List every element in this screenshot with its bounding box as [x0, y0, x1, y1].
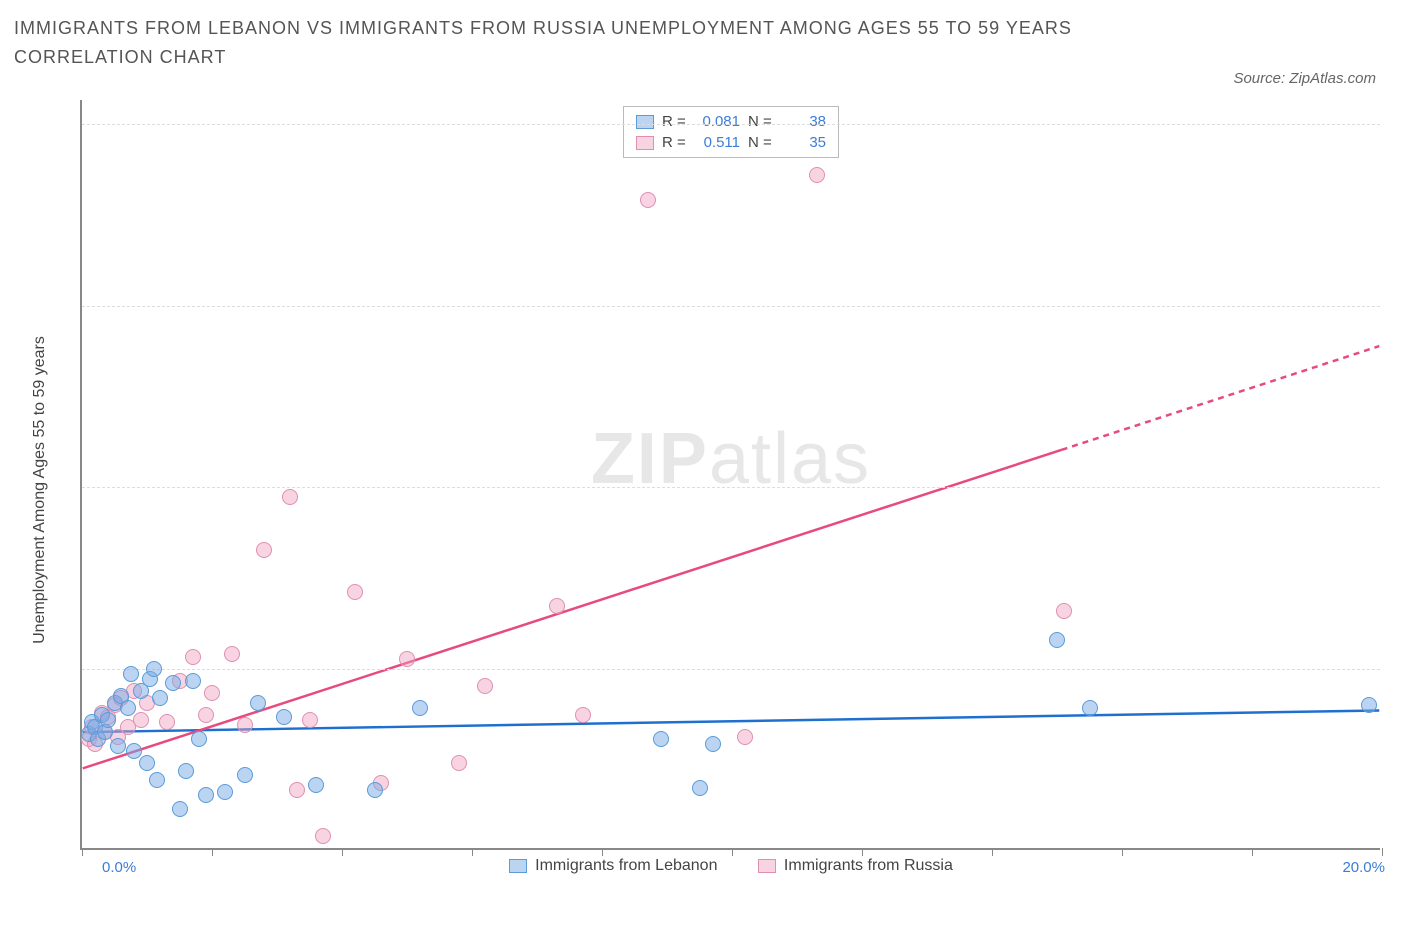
gridline-h [82, 124, 1380, 125]
series-1-marker [1082, 700, 1098, 716]
r-label-2: R = [662, 134, 688, 151]
gridline-h [82, 306, 1380, 307]
r-value-1: 0.081 [696, 113, 740, 130]
series-2-marker [575, 707, 591, 723]
n-label-1: N = [748, 113, 774, 130]
x-tick [82, 848, 83, 856]
trend-lines-svg [82, 100, 1380, 848]
trend-line [1062, 346, 1380, 450]
series-1-marker [146, 661, 162, 677]
series-2-marker [737, 729, 753, 745]
series-2-marker [315, 828, 331, 844]
n-label-2: N = [748, 134, 774, 151]
gridline-h [82, 669, 1380, 670]
chart-area: Unemployment Among Ages 55 to 59 years Z… [50, 100, 1390, 880]
swatch-series-1-bottom [509, 859, 527, 873]
swatch-series-2-bottom [758, 859, 776, 873]
series-2-marker [204, 685, 220, 701]
series-1-marker [705, 736, 721, 752]
series-2-marker [302, 712, 318, 728]
series-2-marker [185, 649, 201, 665]
series-1-marker [308, 777, 324, 793]
series-1-marker [367, 782, 383, 798]
x-tick [1382, 848, 1383, 856]
series-1-marker [1049, 632, 1065, 648]
y-tick-label: 30.0% [1390, 116, 1406, 133]
y-tick-label: 7.5% [1390, 660, 1406, 677]
series-1-marker [165, 675, 181, 691]
stats-row-2: R = 0.511 N = 35 [636, 132, 826, 153]
series-1-marker [123, 666, 139, 682]
series-1-marker [152, 690, 168, 706]
series-1-marker [178, 763, 194, 779]
series-2-marker [282, 489, 298, 505]
series-1-marker [653, 731, 669, 747]
bottom-legend: Immigrants from Lebanon Immigrants from … [82, 857, 1380, 878]
n-value-2: 35 [782, 134, 826, 151]
series-1-marker [1361, 697, 1377, 713]
series-1-marker [100, 712, 116, 728]
bottom-legend-item-2: Immigrants from Russia [758, 857, 953, 875]
series-1-marker [120, 700, 136, 716]
series-2-marker [640, 192, 656, 208]
series-2-marker [477, 678, 493, 694]
x-tick [992, 848, 993, 856]
x-tick [862, 848, 863, 856]
series-1-marker [692, 780, 708, 796]
x-tick [212, 848, 213, 856]
x-tick [602, 848, 603, 856]
series-1-marker [139, 755, 155, 771]
y-axis-label: Unemployment Among Ages 55 to 59 years [31, 336, 49, 644]
series-1-marker [276, 709, 292, 725]
series-2-marker [237, 717, 253, 733]
series-1-marker [412, 700, 428, 716]
series-2-marker [159, 714, 175, 730]
bottom-legend-item-1: Immigrants from Lebanon [509, 857, 717, 875]
series-2-marker [198, 707, 214, 723]
series-1-marker [217, 784, 233, 800]
swatch-series-1 [636, 115, 654, 129]
chart-title: IMMIGRANTS FROM LEBANON VS IMMIGRANTS FR… [14, 14, 1134, 72]
r-value-2: 0.511 [696, 134, 740, 151]
x-tick [472, 848, 473, 856]
series-2-marker [133, 712, 149, 728]
x-tick [732, 848, 733, 856]
series-2-marker [451, 755, 467, 771]
series-1-marker [198, 787, 214, 803]
plot-region: ZIPatlas R = 0.081 N = 38 R = 0.511 N = … [80, 100, 1380, 850]
swatch-series-2 [636, 136, 654, 150]
source-attribution: Source: ZipAtlas.com [1233, 70, 1376, 87]
n-value-1: 38 [782, 113, 826, 130]
series-2-marker [1056, 603, 1072, 619]
series-2-name: Immigrants from Russia [784, 857, 953, 875]
x-tick [342, 848, 343, 856]
y-tick-label: 22.5% [1390, 297, 1406, 314]
series-2-marker [809, 167, 825, 183]
series-1-marker [237, 767, 253, 783]
series-2-marker [399, 651, 415, 667]
trend-line [83, 450, 1062, 769]
series-1-marker [185, 673, 201, 689]
series-2-marker [256, 542, 272, 558]
x-tick [1252, 848, 1253, 856]
chart-container: IMMIGRANTS FROM LEBANON VS IMMIGRANTS FR… [0, 0, 1406, 930]
r-label-1: R = [662, 113, 688, 130]
series-1-marker [110, 738, 126, 754]
series-1-marker [191, 731, 207, 747]
series-2-marker [289, 782, 305, 798]
series-1-name: Immigrants from Lebanon [535, 857, 717, 875]
gridline-h [82, 487, 1380, 488]
series-2-marker [549, 598, 565, 614]
series-1-marker [126, 743, 142, 759]
series-2-marker [224, 646, 240, 662]
series-1-marker [149, 772, 165, 788]
y-tick-label: 15.0% [1390, 479, 1406, 496]
stats-row-1: R = 0.081 N = 38 [636, 111, 826, 132]
x-tick [1122, 848, 1123, 856]
series-1-marker [172, 801, 188, 817]
series-1-marker [250, 695, 266, 711]
series-2-marker [347, 584, 363, 600]
stats-legend-box: R = 0.081 N = 38 R = 0.511 N = 35 [623, 106, 839, 158]
